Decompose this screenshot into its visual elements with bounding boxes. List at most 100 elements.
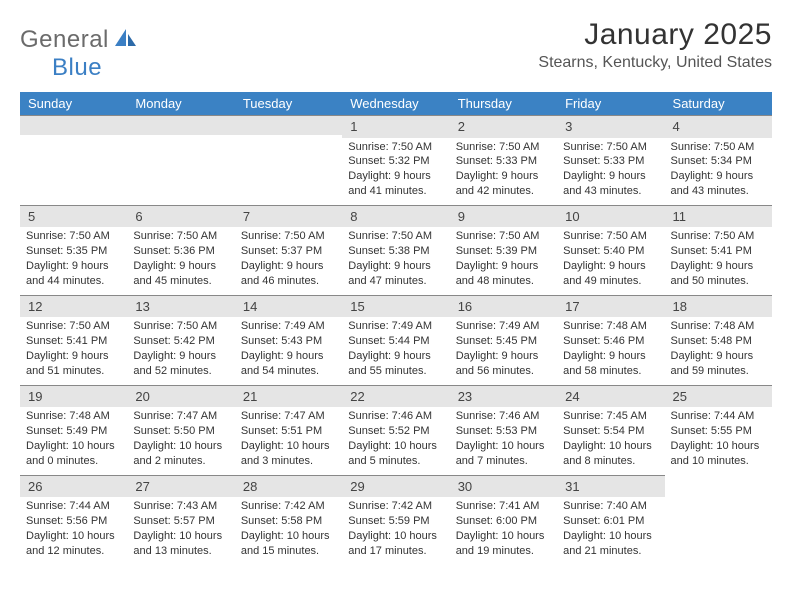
sunset-line: Sunset: 5:40 PM: [563, 244, 658, 259]
daylight-line-2: and 13 minutes.: [133, 544, 228, 559]
daylight-line-2: and 42 minutes.: [456, 184, 551, 199]
daylight-line-2: and 48 minutes.: [456, 274, 551, 289]
day-cell: 18Sunrise: 7:48 AMSunset: 5:48 PMDayligh…: [665, 295, 772, 385]
daylight-line-1: Daylight: 10 hours: [241, 439, 336, 454]
week-row: 1Sunrise: 7:50 AMSunset: 5:32 PMDaylight…: [20, 115, 772, 205]
day-number: 3: [557, 115, 664, 138]
daylight-line-1: Daylight: 9 hours: [241, 259, 336, 274]
location-label: Stearns, Kentucky, United States: [538, 54, 772, 72]
daylight-line-1: Daylight: 9 hours: [671, 169, 766, 184]
week-row: 26Sunrise: 7:44 AMSunset: 5:56 PMDayligh…: [20, 475, 772, 565]
day-body: Sunrise: 7:50 AMSunset: 5:34 PMDaylight:…: [665, 140, 772, 199]
day-body: Sunrise: 7:46 AMSunset: 5:52 PMDaylight:…: [342, 409, 449, 468]
sunrise-line: Sunrise: 7:48 AM: [26, 409, 121, 424]
sunrise-line: Sunrise: 7:46 AM: [456, 409, 551, 424]
sunrise-line: Sunrise: 7:50 AM: [133, 319, 228, 334]
sunset-line: Sunset: 5:45 PM: [456, 334, 551, 349]
day-number: 24: [557, 385, 664, 408]
sunset-line: Sunset: 5:33 PM: [456, 154, 551, 169]
day-body: Sunrise: 7:48 AMSunset: 5:48 PMDaylight:…: [665, 319, 772, 378]
day-body: Sunrise: 7:42 AMSunset: 5:59 PMDaylight:…: [342, 499, 449, 558]
daylight-line-1: Daylight: 10 hours: [241, 529, 336, 544]
daylight-line-1: Daylight: 9 hours: [26, 349, 121, 364]
sunrise-line: Sunrise: 7:50 AM: [563, 140, 658, 155]
week-row: 19Sunrise: 7:48 AMSunset: 5:49 PMDayligh…: [20, 385, 772, 475]
day-cell: 7Sunrise: 7:50 AMSunset: 5:37 PMDaylight…: [235, 205, 342, 295]
logo-word-1: General: [20, 26, 109, 53]
day-body: Sunrise: 7:50 AMSunset: 5:33 PMDaylight:…: [557, 140, 664, 199]
sunrise-line: Sunrise: 7:50 AM: [671, 229, 766, 244]
day-body: Sunrise: 7:40 AMSunset: 6:01 PMDaylight:…: [557, 499, 664, 558]
day-number: 12: [20, 295, 127, 318]
day-of-week-header: Wednesday: [342, 92, 449, 115]
sunrise-line: Sunrise: 7:49 AM: [456, 319, 551, 334]
calendar-page: General Blue January 2025 Stearns, Kentu…: [0, 0, 792, 585]
day-body: Sunrise: 7:50 AMSunset: 5:42 PMDaylight:…: [127, 319, 234, 378]
daylight-line-1: Daylight: 9 hours: [456, 169, 551, 184]
day-cell: [235, 115, 342, 205]
day-number: 2: [450, 115, 557, 138]
day-cell: 23Sunrise: 7:46 AMSunset: 5:53 PMDayligh…: [450, 385, 557, 475]
sunset-line: Sunset: 5:52 PM: [348, 424, 443, 439]
week-row: 5Sunrise: 7:50 AMSunset: 5:35 PMDaylight…: [20, 205, 772, 295]
day-cell: 14Sunrise: 7:49 AMSunset: 5:43 PMDayligh…: [235, 295, 342, 385]
day-of-week-header: Thursday: [450, 92, 557, 115]
day-cell: 21Sunrise: 7:47 AMSunset: 5:51 PMDayligh…: [235, 385, 342, 475]
day-cell: 25Sunrise: 7:44 AMSunset: 5:55 PMDayligh…: [665, 385, 772, 475]
day-body: Sunrise: 7:43 AMSunset: 5:57 PMDaylight:…: [127, 499, 234, 558]
day-body: Sunrise: 7:48 AMSunset: 5:46 PMDaylight:…: [557, 319, 664, 378]
sunset-line: Sunset: 5:57 PM: [133, 514, 228, 529]
day-cell: 27Sunrise: 7:43 AMSunset: 5:57 PMDayligh…: [127, 475, 234, 565]
day-number: 20: [127, 385, 234, 408]
day-body: Sunrise: 7:50 AMSunset: 5:36 PMDaylight:…: [127, 229, 234, 288]
sunrise-line: Sunrise: 7:49 AM: [348, 319, 443, 334]
sunrise-line: Sunrise: 7:50 AM: [133, 229, 228, 244]
day-of-week-header: Saturday: [665, 92, 772, 115]
day-body: Sunrise: 7:50 AMSunset: 5:35 PMDaylight:…: [20, 229, 127, 288]
day-body: Sunrise: 7:49 AMSunset: 5:44 PMDaylight:…: [342, 319, 449, 378]
day-number: 19: [20, 385, 127, 408]
day-number: 4: [665, 115, 772, 138]
day-cell: 28Sunrise: 7:42 AMSunset: 5:58 PMDayligh…: [235, 475, 342, 565]
day-cell: 12Sunrise: 7:50 AMSunset: 5:41 PMDayligh…: [20, 295, 127, 385]
sunrise-line: Sunrise: 7:45 AM: [563, 409, 658, 424]
day-cell: 31Sunrise: 7:40 AMSunset: 6:01 PMDayligh…: [557, 475, 664, 565]
daylight-line-2: and 56 minutes.: [456, 364, 551, 379]
day-cell: [20, 115, 127, 205]
daylight-line-2: and 17 minutes.: [348, 544, 443, 559]
sunset-line: Sunset: 5:56 PM: [26, 514, 121, 529]
day-cell: 1Sunrise: 7:50 AMSunset: 5:32 PMDaylight…: [342, 115, 449, 205]
sunset-line: Sunset: 5:33 PM: [563, 154, 658, 169]
daylight-line-2: and 55 minutes.: [348, 364, 443, 379]
day-body: Sunrise: 7:49 AMSunset: 5:43 PMDaylight:…: [235, 319, 342, 378]
daylight-line-1: Daylight: 10 hours: [133, 439, 228, 454]
sunrise-line: Sunrise: 7:50 AM: [671, 140, 766, 155]
empty-day-bar: [127, 115, 234, 135]
day-of-week-header-row: SundayMondayTuesdayWednesdayThursdayFrid…: [20, 92, 772, 115]
daylight-line-2: and 50 minutes.: [671, 274, 766, 289]
sunrise-line: Sunrise: 7:48 AM: [563, 319, 658, 334]
day-number: 14: [235, 295, 342, 318]
sunset-line: Sunset: 6:01 PM: [563, 514, 658, 529]
day-number: 26: [20, 475, 127, 498]
sunset-line: Sunset: 5:41 PM: [26, 334, 121, 349]
sunrise-line: Sunrise: 7:47 AM: [241, 409, 336, 424]
daylight-line-1: Daylight: 9 hours: [133, 259, 228, 274]
day-body: Sunrise: 7:48 AMSunset: 5:49 PMDaylight:…: [20, 409, 127, 468]
day-body: Sunrise: 7:46 AMSunset: 5:53 PMDaylight:…: [450, 409, 557, 468]
daylight-line-2: and 41 minutes.: [348, 184, 443, 199]
sunrise-line: Sunrise: 7:50 AM: [563, 229, 658, 244]
day-body: Sunrise: 7:50 AMSunset: 5:32 PMDaylight:…: [342, 140, 449, 199]
sunrise-line: Sunrise: 7:42 AM: [348, 499, 443, 514]
sunrise-line: Sunrise: 7:50 AM: [456, 140, 551, 155]
empty-day-bar: [235, 115, 342, 135]
day-cell: 26Sunrise: 7:44 AMSunset: 5:56 PMDayligh…: [20, 475, 127, 565]
title-block: January 2025 Stearns, Kentucky, United S…: [538, 18, 772, 72]
sunrise-line: Sunrise: 7:50 AM: [348, 229, 443, 244]
daylight-line-1: Daylight: 9 hours: [348, 169, 443, 184]
day-cell: [127, 115, 234, 205]
daylight-line-1: Daylight: 10 hours: [26, 529, 121, 544]
sunrise-line: Sunrise: 7:44 AM: [26, 499, 121, 514]
sunrise-line: Sunrise: 7:50 AM: [241, 229, 336, 244]
sunrise-line: Sunrise: 7:47 AM: [133, 409, 228, 424]
